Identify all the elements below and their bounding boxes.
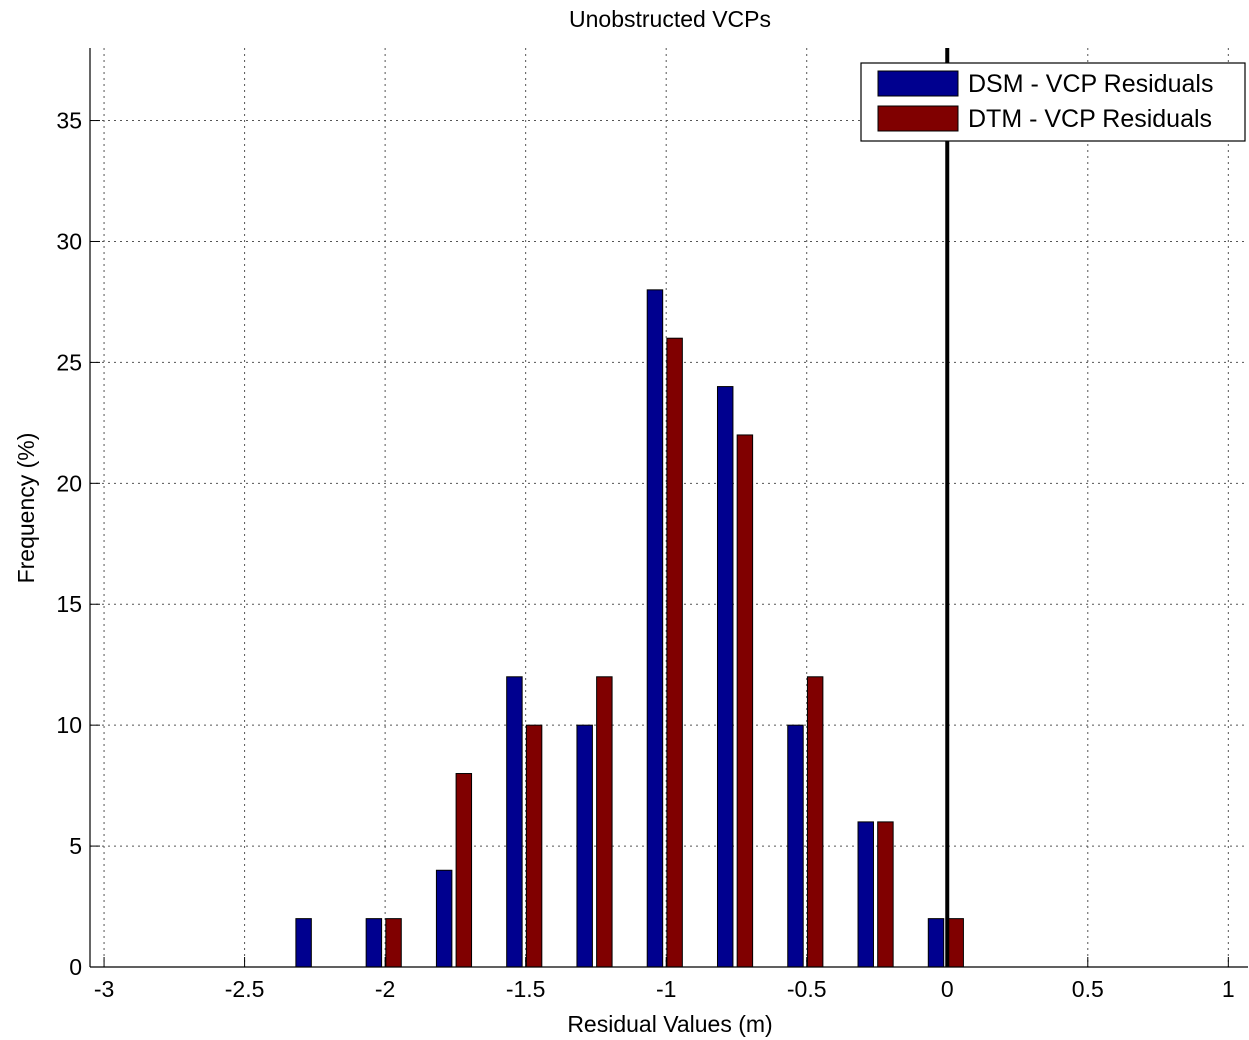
y-axis-ticks: 0 5 10 15 20 25 30 35 xyxy=(56,108,100,980)
bar-dtm xyxy=(806,676,824,968)
bar-dtm xyxy=(525,724,543,968)
bar-dsm xyxy=(716,386,734,968)
bar-dtm xyxy=(736,434,754,968)
x-tick-label: -2.5 xyxy=(225,976,265,1002)
y-tick-label: 25 xyxy=(56,349,82,375)
x-axis-label: Residual Values (m) xyxy=(567,1011,772,1037)
legend-label: DTM - VCP Residuals xyxy=(968,105,1212,133)
bar-dsm xyxy=(787,724,804,968)
x-tick-label: 0 xyxy=(941,976,954,1002)
y-tick-label: 10 xyxy=(56,712,82,738)
bar-dsm xyxy=(927,918,945,968)
bar-dsm xyxy=(365,918,383,968)
y-tick-label: 30 xyxy=(56,228,82,254)
y-tick-label: 20 xyxy=(56,470,82,496)
x-tick-label: -3 xyxy=(94,976,114,1002)
bar-dtm xyxy=(455,773,473,968)
bar-dsm xyxy=(576,724,593,968)
bar-dsm xyxy=(295,918,312,968)
bar-dtm xyxy=(666,337,683,968)
legend-swatch xyxy=(877,105,959,132)
x-tick-label: -2 xyxy=(375,976,395,1002)
x-tick-label: 1 xyxy=(1222,976,1235,1002)
y-tick-label: 5 xyxy=(69,833,82,859)
x-tick-label: -0.5 xyxy=(787,976,827,1002)
axes-frame xyxy=(89,48,1248,968)
legend-swatch xyxy=(877,70,959,97)
y-tick-label: 0 xyxy=(69,954,82,980)
y-axis-label: Frequency (%) xyxy=(13,433,39,584)
legend: DSM - VCP Residuals DTM - VCP Residuals xyxy=(860,62,1246,142)
legend-label: DSM - VCP Residuals xyxy=(968,70,1213,98)
bar-dsm xyxy=(646,289,664,968)
bar-dtm xyxy=(385,918,402,968)
x-axis-ticks: -3 -2.5 -2 -1.5 -1 -0.5 0 0.5 1 xyxy=(94,957,1235,1002)
x-tick-label: -1.5 xyxy=(506,976,546,1002)
bars-group xyxy=(295,289,964,968)
bar-dsm xyxy=(506,676,523,968)
bar-dtm xyxy=(596,676,613,968)
bar-dtm xyxy=(877,821,894,968)
y-tick-label: 35 xyxy=(56,108,82,134)
bar-dsm xyxy=(857,821,874,968)
bar-dtm xyxy=(947,918,964,968)
bar-dsm xyxy=(435,869,453,968)
chart-title: Unobstructed VCPs xyxy=(569,6,771,32)
y-tick-label: 15 xyxy=(56,591,82,617)
x-tick-label: -1 xyxy=(656,976,676,1002)
x-tick-label: 0.5 xyxy=(1072,976,1104,1002)
